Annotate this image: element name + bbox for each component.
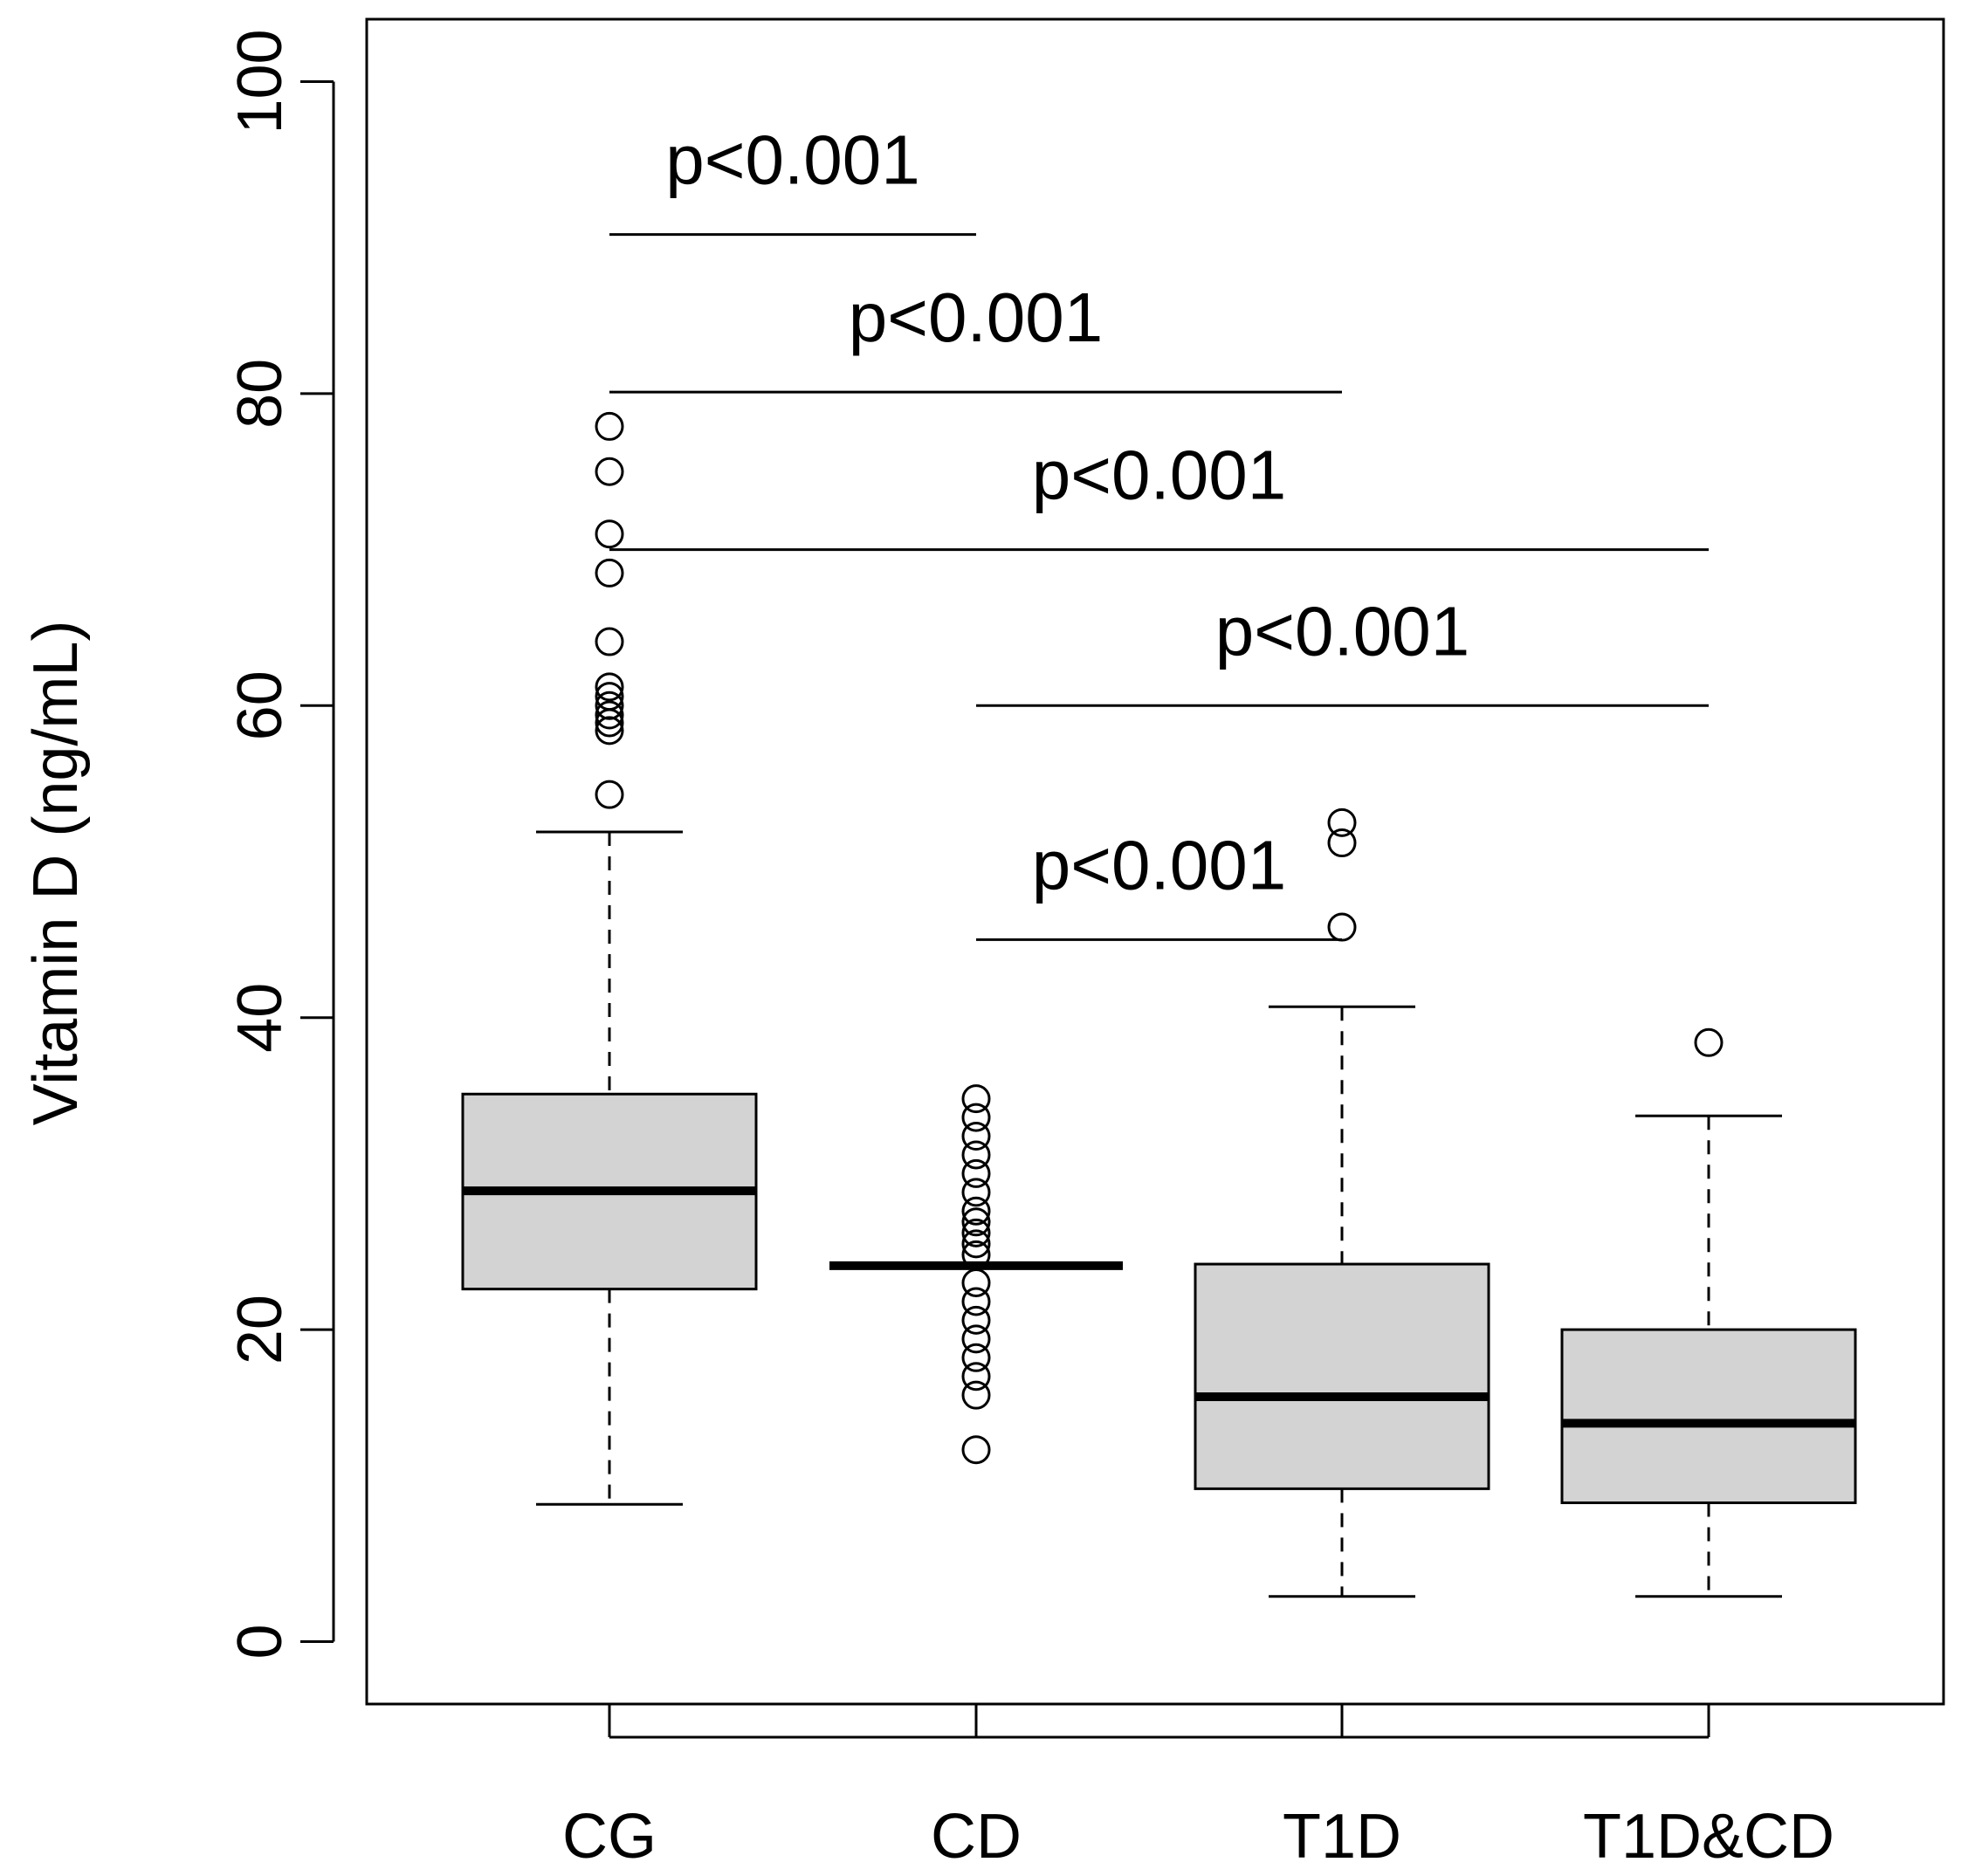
boxes — [461, 411, 1857, 1598]
outlier-point — [961, 1229, 991, 1259]
outlier-point — [961, 1140, 991, 1170]
outlier-point — [961, 1122, 991, 1151]
outlier-point — [961, 1435, 991, 1465]
outlier-point — [595, 558, 624, 588]
outlier-point — [595, 691, 624, 720]
y-tick-label: 40 — [225, 983, 295, 1053]
outlier-point — [961, 1324, 991, 1354]
significance-label: p<0.001 — [849, 278, 1103, 356]
x-tick-label: T1D&CD — [1583, 1802, 1834, 1872]
y-axis: 0 20 40 60 80 100 — [225, 29, 335, 1660]
outlier-point — [595, 700, 624, 730]
outlier-point — [961, 1268, 991, 1297]
significance-annotations: p<0.001 p<0.001 p<0.001 p<0.001 p<0.001 — [609, 121, 1709, 941]
significance-label: p<0.001 — [1215, 592, 1469, 670]
outlier-point — [961, 1207, 991, 1237]
outlier-point — [595, 411, 624, 441]
outlier-point — [1694, 1027, 1724, 1057]
outlier-point — [961, 1305, 991, 1335]
outlier-point — [961, 1240, 991, 1269]
outlier-point — [595, 627, 624, 656]
y-tick-label: 100 — [225, 29, 295, 134]
outlier-point — [961, 1084, 991, 1114]
box-group — [461, 411, 758, 1506]
x-axis: CG CD T1D T1D&CD — [562, 1704, 1834, 1872]
significance-label: p<0.001 — [665, 121, 919, 199]
outlier-point — [961, 1362, 991, 1392]
outlier-point — [961, 1103, 991, 1132]
outlier-point — [961, 1218, 991, 1247]
x-tick-label: T1D — [1283, 1802, 1401, 1872]
outlier-point — [595, 682, 624, 711]
outlier-point — [595, 672, 624, 702]
box-iqr — [1194, 1262, 1490, 1490]
x-tick-label: CD — [931, 1802, 1022, 1872]
outlier-point — [961, 1158, 991, 1188]
y-tick-label: 80 — [225, 359, 295, 429]
y-tick-label: 20 — [225, 1295, 295, 1364]
plot-frame — [365, 17, 1945, 1706]
outlier-point — [595, 780, 624, 809]
y-tick-label: 0 — [225, 1624, 295, 1659]
outlier-point — [961, 1196, 991, 1226]
outlier-point — [961, 1380, 991, 1410]
significance-label: p<0.001 — [1032, 436, 1286, 514]
outlier-point — [961, 1287, 991, 1316]
outlier-point — [961, 1178, 991, 1207]
outlier-point — [1327, 807, 1357, 837]
significance-label: p<0.001 — [1032, 826, 1286, 904]
outlier-point — [1327, 828, 1357, 858]
y-axis-label: Vitamin D (ng/mL) — [21, 621, 91, 1126]
box-group — [829, 1084, 1123, 1465]
x-tick-label: CG — [562, 1802, 657, 1872]
outlier-point — [961, 1343, 991, 1372]
box-group — [1194, 807, 1490, 1598]
outlier-point — [595, 457, 624, 486]
y-tick-label: 60 — [225, 670, 295, 740]
outlier-point — [1327, 912, 1357, 942]
box-iqr — [1560, 1328, 1857, 1504]
box-group — [1560, 1027, 1857, 1598]
outlier-point — [595, 519, 624, 549]
